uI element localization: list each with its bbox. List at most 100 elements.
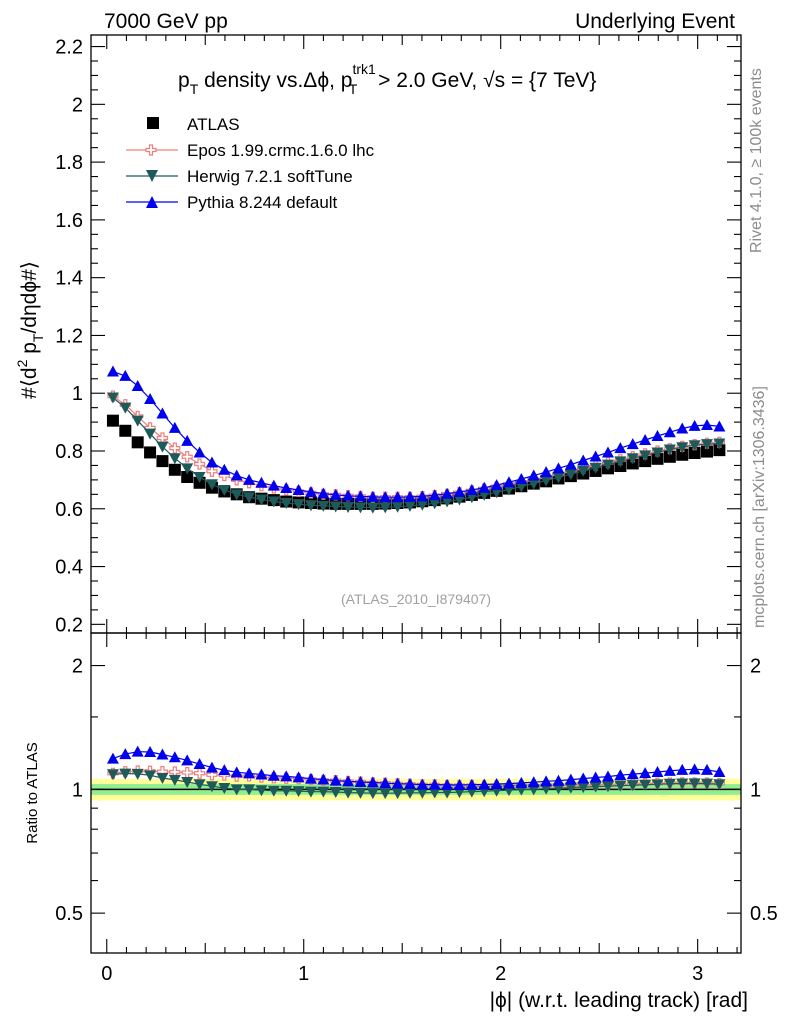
main-ytick-label: 2 bbox=[72, 94, 83, 116]
ratio-point-herwig bbox=[119, 768, 132, 780]
point-pythia bbox=[639, 434, 652, 446]
ratio-point-herwig bbox=[131, 768, 144, 780]
ratio-point-pythia bbox=[601, 770, 614, 782]
point-herwig bbox=[589, 462, 602, 474]
main-ytick-label: 0.6 bbox=[55, 499, 83, 521]
legend-marker-atlas bbox=[147, 117, 159, 129]
ratio-point-pythia bbox=[181, 754, 194, 766]
main-ylabel: #⟨d2 pT/dηdϕ#⟩ bbox=[14, 261, 46, 399]
legend-marker-pythia bbox=[146, 196, 158, 208]
main-ytick-label: 1 bbox=[72, 383, 83, 405]
ratio-point-herwig bbox=[354, 787, 367, 799]
ratio-point-herwig bbox=[292, 786, 305, 798]
point-herwig bbox=[292, 499, 305, 511]
legend-marker-epos bbox=[145, 144, 157, 156]
ratio-point-epos bbox=[181, 766, 193, 779]
point-epos bbox=[181, 451, 193, 463]
ratio-point-pythia bbox=[700, 763, 713, 775]
watermark: (ATLAS_2010_I879407) bbox=[341, 591, 491, 607]
main-ytick-label: 1.2 bbox=[55, 325, 83, 347]
ratio-point-herwig bbox=[181, 776, 194, 788]
legend-entry-pythia: Pythia 8.244 default bbox=[126, 193, 338, 212]
point-herwig bbox=[342, 502, 355, 514]
ratio-point-pythia bbox=[663, 764, 676, 776]
point-atlas bbox=[651, 452, 664, 465]
main-ticks bbox=[91, 35, 741, 633]
point-pythia bbox=[280, 481, 293, 493]
ratio-point-herwig bbox=[317, 786, 330, 798]
main-ytick-label: 1.6 bbox=[55, 210, 83, 232]
point-atlas bbox=[131, 436, 144, 449]
point-epos bbox=[169, 442, 181, 454]
ratio-ytick-label: 0.5 bbox=[55, 903, 83, 925]
point-atlas bbox=[144, 446, 157, 459]
point-herwig bbox=[688, 440, 701, 452]
ratio-point-pythia bbox=[156, 748, 169, 760]
point-epos bbox=[193, 458, 206, 470]
point-pythia bbox=[131, 380, 144, 391]
ratio-point-pythia bbox=[688, 763, 701, 775]
point-pythia bbox=[366, 490, 379, 502]
point-pythia bbox=[255, 476, 268, 488]
point-pythia bbox=[515, 473, 528, 485]
point-pythia bbox=[304, 486, 317, 498]
ratio-ytick-label: 2 bbox=[72, 656, 83, 678]
plot-title: pT density vs.Δϕ, ptrk1 T > 2.0 GeV, √s =… bbox=[178, 61, 596, 97]
point-herwig bbox=[441, 496, 454, 508]
ratio-ylabel: Ratio to ATLAS bbox=[24, 742, 41, 843]
point-pythia bbox=[119, 369, 132, 381]
point-pythia bbox=[577, 454, 590, 466]
point-herwig bbox=[713, 438, 726, 450]
ratio-point-pythia bbox=[255, 768, 268, 780]
point-atlas bbox=[676, 448, 689, 461]
ratio-panel: Ratio to ATLAS 0.5 0.5 1 1 2 2 0 1 2 3 |ϕ| (w.r.… bbox=[24, 632, 778, 1012]
ratio-point-herwig bbox=[614, 780, 627, 792]
point-pythia bbox=[713, 420, 726, 432]
point-atlas bbox=[663, 450, 676, 463]
point-pythia bbox=[391, 491, 404, 503]
ratio-point-pythia bbox=[329, 774, 342, 786]
ratio-point-pythia bbox=[478, 778, 491, 790]
ratio-point-pythia bbox=[540, 775, 553, 787]
point-pythia bbox=[564, 458, 577, 470]
ratio-point-pythia bbox=[267, 769, 280, 781]
ratio-point-pythia bbox=[366, 776, 379, 788]
point-pythia bbox=[626, 438, 639, 450]
point-herwig bbox=[416, 499, 429, 511]
title-sqrt: √s bbox=[483, 69, 505, 92]
ratio-point-pythia bbox=[614, 769, 627, 781]
main-panel: pT density vs.Δϕ, ptrk1 T > 2.0 GeV, √s =… bbox=[14, 34, 742, 636]
point-pythia bbox=[267, 479, 280, 491]
ratio-ytick-label-right: 1 bbox=[750, 779, 761, 801]
legend-marker-herwig bbox=[146, 170, 158, 182]
ratio-point-pythia bbox=[441, 778, 454, 790]
ratio-point-pythia bbox=[119, 748, 132, 760]
point-herwig bbox=[540, 475, 553, 487]
point-atlas bbox=[700, 445, 713, 458]
point-pythia bbox=[465, 484, 478, 495]
point-pythia bbox=[168, 421, 181, 433]
ratio-ytick-labels: 0.5 0.5 1 1 2 2 bbox=[55, 656, 778, 926]
main-ytick-label: 1.8 bbox=[55, 152, 83, 174]
point-pythia bbox=[688, 419, 701, 431]
point-herwig bbox=[156, 441, 169, 453]
ratio-point-pythia bbox=[416, 778, 429, 790]
title-b-sub: T bbox=[349, 81, 358, 97]
ratio-point-herwig bbox=[243, 784, 256, 796]
point-herwig bbox=[391, 501, 404, 513]
point-herwig bbox=[168, 453, 181, 465]
point-herwig bbox=[354, 502, 367, 514]
ratio-point-herwig bbox=[403, 787, 416, 799]
xtick-label: 1 bbox=[298, 963, 309, 985]
ratio-point-herwig bbox=[230, 784, 243, 796]
ratio-point-pythia bbox=[144, 745, 157, 757]
point-herwig bbox=[614, 456, 627, 468]
header-left: 7000 GeV pp bbox=[104, 10, 228, 33]
xtick-label: 3 bbox=[692, 963, 703, 985]
point-herwig bbox=[428, 498, 441, 510]
title-b: density vs.Δϕ, p bbox=[198, 69, 352, 92]
point-herwig bbox=[218, 485, 231, 496]
ratio-point-herwig bbox=[379, 788, 392, 800]
ratio-point-pythia bbox=[106, 752, 119, 764]
